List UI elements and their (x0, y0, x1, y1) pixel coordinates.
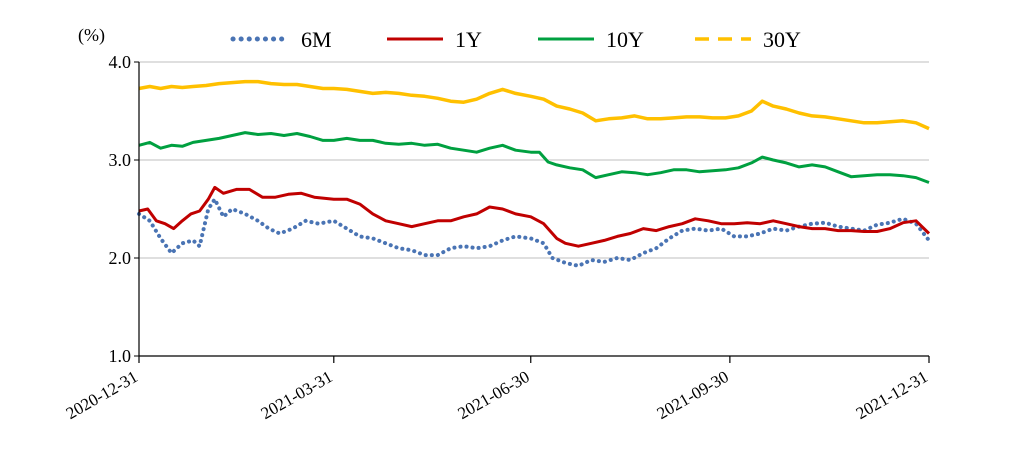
x-tick-label: 2021-09-30 (654, 367, 732, 423)
x-tick-label: 2021-03-31 (258, 367, 336, 423)
x-tick-label: 2021-06-30 (455, 367, 533, 423)
legend-label: 1Y (455, 27, 482, 52)
y-tick-label: 1.0 (109, 346, 132, 366)
legend-label: 10Y (606, 27, 644, 52)
legend-item-10y: 10Y (538, 27, 644, 52)
series-line-10y (138, 131, 930, 184)
legend-label: 30Y (763, 27, 801, 52)
y-tick-label: 4.0 (109, 52, 132, 72)
series-line-30y (138, 79, 930, 131)
y-tick-label: 2.0 (109, 248, 132, 268)
x-tick-label: 2020-12-31 (63, 367, 141, 423)
axes: 1.0 2.0 3.0 4.0 2020-12-31 2021-03-31 2021-06-… (63, 52, 931, 423)
legend: 6M 1Y 10Y 30Y (230, 27, 801, 52)
legend-item-30y: 30Y (695, 27, 801, 52)
series-layer (137, 79, 931, 268)
legend-item-6m: 6M (230, 27, 332, 52)
y-tick-label: 3.0 (109, 150, 132, 170)
series-line-6m (137, 197, 931, 268)
legend-item-1y: 1Y (387, 27, 482, 52)
series-line-1y (138, 185, 931, 248)
gridlines (139, 61, 929, 259)
y-unit-label: (%) (78, 25, 105, 46)
x-tick-label: 2021-12-31 (853, 367, 931, 423)
legend-label: 6M (301, 27, 332, 52)
